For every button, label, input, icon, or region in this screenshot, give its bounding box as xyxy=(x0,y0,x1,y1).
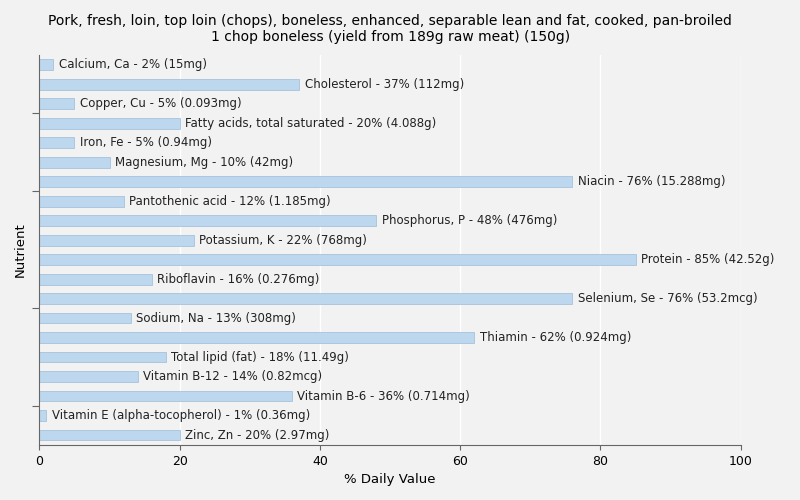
Text: Iron, Fe - 5% (0.94mg): Iron, Fe - 5% (0.94mg) xyxy=(80,136,212,149)
Text: Riboflavin - 16% (0.276mg): Riboflavin - 16% (0.276mg) xyxy=(158,272,319,285)
Text: Calcium, Ca - 2% (15mg): Calcium, Ca - 2% (15mg) xyxy=(59,58,207,71)
Bar xyxy=(39,313,130,324)
Text: Potassium, K - 22% (768mg): Potassium, K - 22% (768mg) xyxy=(199,234,367,246)
Text: Zinc, Zn - 20% (2.97mg): Zinc, Zn - 20% (2.97mg) xyxy=(186,428,330,442)
Bar xyxy=(39,430,180,440)
Text: Pantothenic acid - 12% (1.185mg): Pantothenic acid - 12% (1.185mg) xyxy=(129,194,330,207)
Text: Phosphorus, P - 48% (476mg): Phosphorus, P - 48% (476mg) xyxy=(382,214,557,227)
Text: Fatty acids, total saturated - 20% (4.088g): Fatty acids, total saturated - 20% (4.08… xyxy=(186,116,437,130)
Bar xyxy=(39,332,474,343)
Bar xyxy=(39,410,46,421)
X-axis label: % Daily Value: % Daily Value xyxy=(344,473,436,486)
Bar xyxy=(39,196,123,206)
Bar xyxy=(39,216,376,226)
Bar xyxy=(39,118,180,128)
Bar xyxy=(39,79,299,90)
Text: Vitamin B-12 - 14% (0.82mcg): Vitamin B-12 - 14% (0.82mcg) xyxy=(143,370,322,383)
Bar xyxy=(39,60,54,70)
Text: Thiamin - 62% (0.924mg): Thiamin - 62% (0.924mg) xyxy=(480,331,631,344)
Bar xyxy=(39,176,573,187)
Bar xyxy=(39,352,166,362)
Bar xyxy=(39,157,110,168)
Bar xyxy=(39,390,292,402)
Bar xyxy=(39,294,573,304)
Text: Sodium, Na - 13% (308mg): Sodium, Na - 13% (308mg) xyxy=(136,312,296,324)
Text: Selenium, Se - 76% (53.2mcg): Selenium, Se - 76% (53.2mcg) xyxy=(578,292,758,305)
Text: Cholesterol - 37% (112mg): Cholesterol - 37% (112mg) xyxy=(305,78,464,90)
Text: Vitamin B-6 - 36% (0.714mg): Vitamin B-6 - 36% (0.714mg) xyxy=(298,390,470,402)
Title: Pork, fresh, loin, top loin (chops), boneless, enhanced, separable lean and fat,: Pork, fresh, loin, top loin (chops), bon… xyxy=(48,14,732,44)
Text: Copper, Cu - 5% (0.093mg): Copper, Cu - 5% (0.093mg) xyxy=(80,97,242,110)
Text: Protein - 85% (42.52g): Protein - 85% (42.52g) xyxy=(641,253,774,266)
Text: Total lipid (fat) - 18% (11.49g): Total lipid (fat) - 18% (11.49g) xyxy=(171,350,349,364)
Bar xyxy=(39,254,635,265)
Bar xyxy=(39,98,74,109)
Y-axis label: Nutrient: Nutrient xyxy=(14,222,27,278)
Bar xyxy=(39,274,152,284)
Bar xyxy=(39,371,138,382)
Text: Niacin - 76% (15.288mg): Niacin - 76% (15.288mg) xyxy=(578,175,726,188)
Text: Magnesium, Mg - 10% (42mg): Magnesium, Mg - 10% (42mg) xyxy=(115,156,294,168)
Text: Vitamin E (alpha-tocopherol) - 1% (0.36mg): Vitamin E (alpha-tocopherol) - 1% (0.36m… xyxy=(52,409,310,422)
Bar xyxy=(39,138,74,148)
Bar xyxy=(39,235,194,246)
